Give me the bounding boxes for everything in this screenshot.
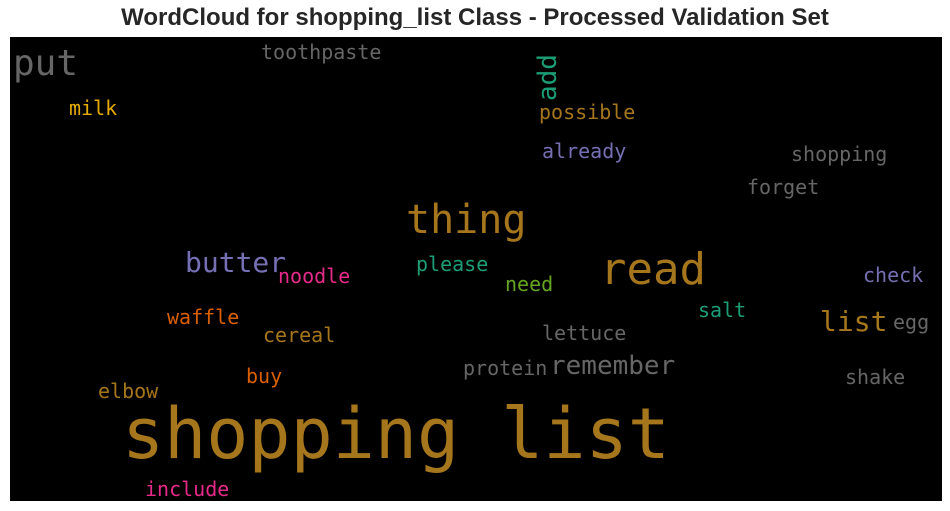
word-noodle: noodle bbox=[278, 264, 350, 288]
word-read: read bbox=[600, 244, 706, 295]
word-buy: buy bbox=[246, 364, 282, 388]
word-toothpaste: toothpaste bbox=[261, 40, 381, 64]
word-need: need bbox=[505, 272, 553, 296]
word-egg: egg bbox=[893, 310, 929, 334]
word-please: please bbox=[416, 252, 488, 276]
word-butter: butter bbox=[185, 246, 286, 279]
word-thing: thing bbox=[406, 197, 526, 243]
word-list: list bbox=[820, 305, 887, 338]
word-shopping-list: shopping list bbox=[122, 393, 670, 475]
wordcloud-panel: shopping list read thing put butter remember l… bbox=[10, 37, 942, 501]
word-waffle: waffle bbox=[167, 305, 239, 329]
word-cereal: cereal bbox=[263, 323, 335, 347]
word-already: already bbox=[542, 139, 626, 163]
wordcloud-svg: shopping list read thing put butter remember l… bbox=[13, 40, 929, 501]
chart-title: WordCloud for shopping_list Class - Proc… bbox=[121, 4, 829, 31]
word-forget: forget bbox=[747, 175, 819, 199]
word-lettuce: lettuce bbox=[542, 321, 626, 345]
word-shopping: shopping bbox=[791, 142, 887, 166]
word-put: put bbox=[13, 43, 78, 84]
word-protein: protein bbox=[463, 356, 547, 380]
word-include: include bbox=[145, 477, 229, 501]
word-salt: salt bbox=[698, 298, 746, 322]
word-remember: remember bbox=[550, 351, 675, 381]
word-shake: shake bbox=[845, 365, 905, 389]
word-milk: milk bbox=[69, 96, 117, 120]
word-check: check bbox=[863, 263, 923, 287]
word-elbow: elbow bbox=[98, 379, 159, 403]
word-possible: possible bbox=[539, 100, 635, 124]
word-add: add bbox=[533, 54, 563, 101]
